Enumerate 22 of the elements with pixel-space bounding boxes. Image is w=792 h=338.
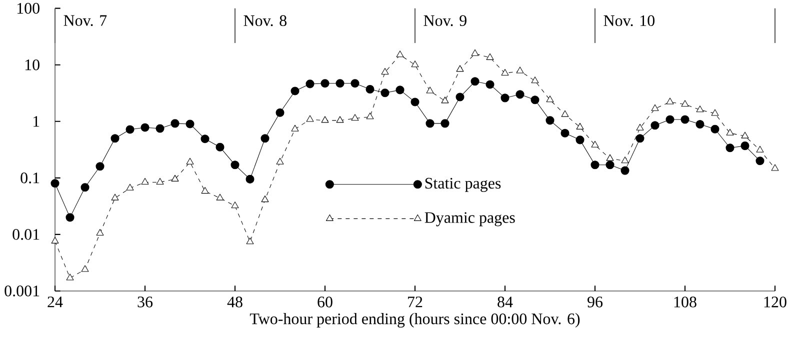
x-tick-label: 120 — [764, 296, 786, 308]
x-tick-label: 48 — [227, 296, 242, 308]
x-tick-label: 84 — [498, 296, 513, 308]
x-tick-label: 96 — [588, 296, 603, 308]
x-tick-label: 24 — [48, 296, 63, 308]
y-tick-label: 1 — [33, 116, 40, 127]
y-tick-label: 0.01 — [12, 229, 40, 240]
x-tick-label: 36 — [138, 296, 153, 308]
x-tick-label: 108 — [674, 296, 696, 308]
legend-label: Dyamic pages — [424, 212, 515, 226]
y-tick-label: 0.1 — [20, 172, 40, 184]
ref-line-label: Nov. 7 — [64, 15, 107, 26]
ref-line-label: Nov. 9 — [424, 15, 466, 26]
ref-line-label: Nov. 10 — [604, 15, 654, 26]
y-tick-label: 100 — [17, 2, 40, 14]
y-tick-label: 0.001 — [4, 286, 40, 296]
legend-label: Static pages — [425, 178, 501, 192]
x-tick-label: 60 — [318, 296, 332, 308]
y-tick-label: 10 — [25, 59, 40, 70]
x-axis-title: Two-hour period ending (hours since 00:00 Nov. 6) — [250, 312, 580, 328]
x-tick-label: 72 — [408, 296, 422, 308]
ref-line-label: Nov. 8 — [244, 15, 286, 26]
